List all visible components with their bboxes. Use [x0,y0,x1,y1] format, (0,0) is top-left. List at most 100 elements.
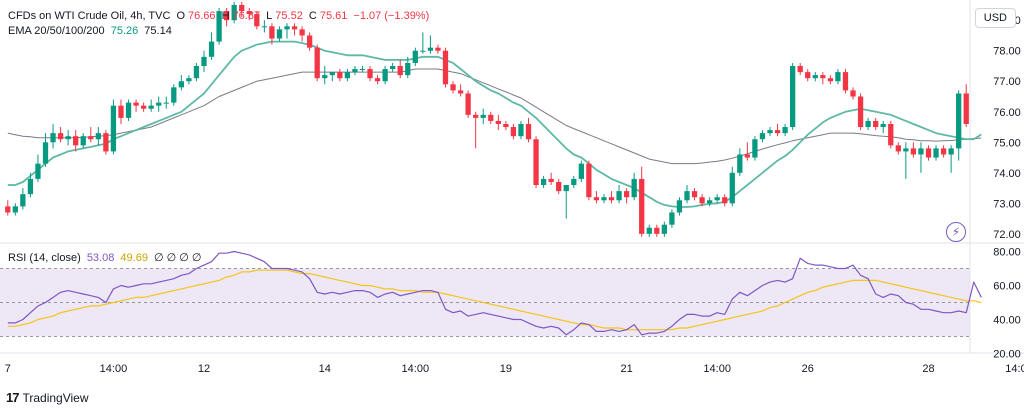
candle-body [510,127,517,137]
candle-body [50,133,56,143]
candle-body [925,148,932,158]
candle-body [473,114,479,118]
time-tick-label: 26 [802,363,814,375]
candle-body [835,72,841,82]
candle-body [888,123,894,146]
candle-body [307,35,313,48]
candle-body [73,136,79,146]
candle-body [382,69,388,82]
candle-body [880,123,886,128]
candle-body [737,154,743,173]
candle-body [608,197,615,201]
candle-body [246,11,252,15]
candle-body [767,130,773,134]
candle-body [450,84,456,91]
candle-body [540,178,547,186]
candle-body [140,105,147,109]
candle-body [669,212,675,225]
candle-body [578,163,584,179]
candle-body [133,102,139,106]
candle-body [548,178,554,182]
brand-name: TradingView [22,390,89,405]
candle-body [782,127,788,134]
candle-body [873,120,879,128]
candle-body [5,206,11,213]
candle-body [261,26,268,28]
rsi-ma-value: 49.69 [120,252,148,264]
time-tick-label: 14:00 [402,363,430,375]
candle-body [148,105,154,109]
candle-body [201,56,207,66]
candle-body [790,65,796,128]
candle-body [35,163,41,179]
time-tick-label: 7 [5,363,11,375]
time-tick-label: 14:00 [1005,363,1024,375]
candle-body [276,29,283,39]
candle-body [80,136,86,146]
candle-body [706,200,713,204]
candle-body [646,227,652,234]
candle-body [805,72,811,79]
candle-body [359,69,366,71]
symbol-title: CFDs on WTI Crude Oil, 4h, TVC [8,10,171,22]
ema50-line [7,68,982,165]
candle-body [457,90,464,94]
candle-body [420,50,426,52]
candle-body [533,139,539,186]
candle-body [329,72,335,76]
tradingview-brand[interactable]: 17 TradingView [6,390,89,405]
high-label: H [221,10,230,22]
rsi-label: RSI (14, close) [8,252,81,264]
candle-body [110,105,117,152]
close-value: 75.61 [319,10,348,22]
low-value: 75.52 [275,10,303,22]
candle-body [314,47,320,79]
candle-body [352,69,358,73]
candle-body [631,178,637,198]
high-value: 76.87 [232,10,261,22]
time-tick-label: 21 [620,363,632,375]
candle-body [774,130,781,134]
candle-body [503,123,509,128]
candle-body [390,65,396,70]
rsi-value: 53.08 [86,252,115,264]
candle-body [571,178,577,186]
candle-body [163,102,169,104]
ema20-line [7,40,982,208]
candle-body [956,93,962,149]
flash-icon[interactable]: ⚡︎ [946,222,966,242]
candle-body [412,50,418,63]
candle-body [940,148,947,155]
tradingview-logo-icon: 17 [6,390,20,405]
price-tick-label: 77.00 [993,76,1021,88]
time-tick-label: 28 [922,363,934,375]
ema50-value: 75.14 [144,25,172,37]
candle-body [601,197,607,201]
candle-body [118,105,124,118]
open-value: 76.66 [188,10,216,22]
price-tick-label: 73.00 [993,198,1021,210]
candle-body [865,120,871,128]
candle-body [239,4,245,12]
candle-body [186,78,192,82]
candle-body [525,123,532,140]
candle-body [744,154,751,158]
time-tick-label: 14:00 [703,363,731,375]
candle-body [223,11,230,21]
time-tick-label: 14 [319,363,331,375]
candle-body [20,194,26,207]
candle-body [178,81,184,88]
ema-legend: EMA 20/50/100/200 75.26 75.14 [8,24,175,38]
candle-body [103,133,109,152]
rsi-tick-label: 40.00 [993,315,1021,327]
candle-body [729,172,735,204]
candle-body [269,26,275,39]
close-label: C [308,10,317,22]
candle-body [812,75,818,79]
candle-body [518,123,524,137]
currency-button[interactable]: USD [974,8,1016,28]
candle-body [231,4,237,21]
candle-body [88,136,94,140]
